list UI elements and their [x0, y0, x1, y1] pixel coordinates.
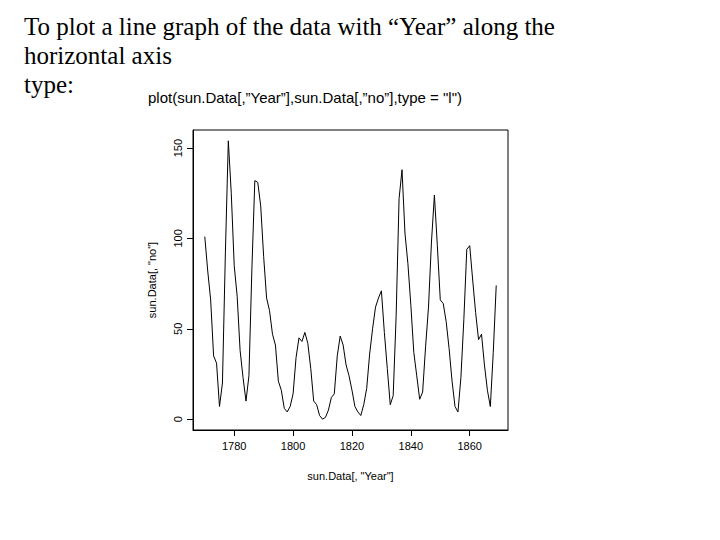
svg-text:50: 50 — [172, 323, 184, 335]
svg-text:0: 0 — [172, 416, 184, 422]
svg-text:sun.Data[, "Year"]: sun.Data[, "Year"] — [307, 470, 393, 482]
svg-text:sun.Data[, "no"]: sun.Data[, "no"] — [146, 242, 158, 318]
svg-text:1840: 1840 — [399, 440, 423, 452]
html-text:type:: type: — [24, 71, 74, 98]
svg-text:1820: 1820 — [340, 440, 364, 452]
html-text:horizontal axis: horizontal axis — [24, 42, 172, 69]
svg-text:1780: 1780 — [222, 440, 246, 452]
svg-text:150: 150 — [172, 139, 184, 157]
html-text:To plot a line graph of the da: To plot a line graph of the data with “Y… — [24, 13, 555, 40]
svg-text:1800: 1800 — [281, 440, 305, 452]
html-text:plot(sun.Data[,”Year”],sun.Dat: plot(sun.Data[,”Year”],sun.Data[,”no”],t… — [148, 89, 462, 106]
svg-text:100: 100 — [172, 229, 184, 247]
svg-text:1860: 1860 — [457, 440, 481, 452]
